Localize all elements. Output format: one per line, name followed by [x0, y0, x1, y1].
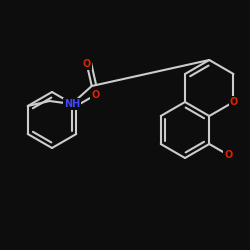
Text: O: O: [91, 90, 100, 100]
Text: O: O: [224, 150, 232, 160]
Text: O: O: [83, 59, 91, 69]
Text: NH: NH: [64, 99, 80, 109]
Text: O: O: [229, 97, 237, 107]
